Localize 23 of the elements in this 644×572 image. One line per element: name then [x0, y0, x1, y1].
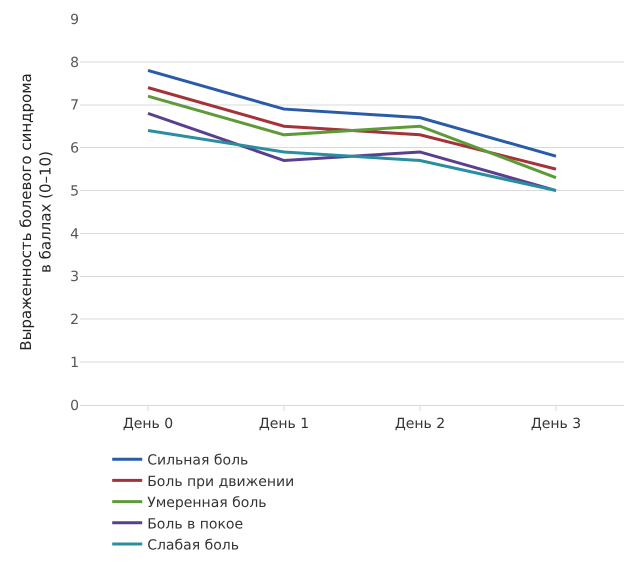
y-tick-label: 0	[70, 398, 79, 414]
y-tick-label: 1	[70, 355, 79, 372]
x-tick-label: День 0	[122, 416, 174, 432]
x-tick-label: День 2	[394, 416, 446, 432]
legend-label: Слабая боль	[147, 537, 239, 554]
y-tick-label: 9	[70, 12, 79, 28]
legend-label: Боль при движении	[147, 474, 294, 490]
y-tick-label: 6	[70, 140, 80, 157]
legend-label: Боль в покое	[147, 516, 244, 532]
legend-label: Умеренная боль	[147, 495, 267, 512]
x-tick-label: День 3	[530, 416, 582, 432]
y-tick-label: 2	[70, 312, 79, 328]
y-tick-label: 4	[70, 226, 80, 242]
y-tick-label: 8	[70, 54, 79, 71]
legend-label: Сильная боль	[147, 452, 248, 469]
y-tick-label: 3	[70, 269, 79, 286]
y-tick-label: 7	[70, 98, 79, 114]
y-axis-title: Выраженность болевого синдрома в баллах (0–10)	[16, 73, 54, 351]
line-series	[146, 94, 558, 180]
line-series	[146, 68, 558, 158]
x-tick-label: День 1	[258, 416, 310, 432]
line-series	[146, 129, 558, 192]
y-tick-label: 5	[70, 183, 79, 200]
